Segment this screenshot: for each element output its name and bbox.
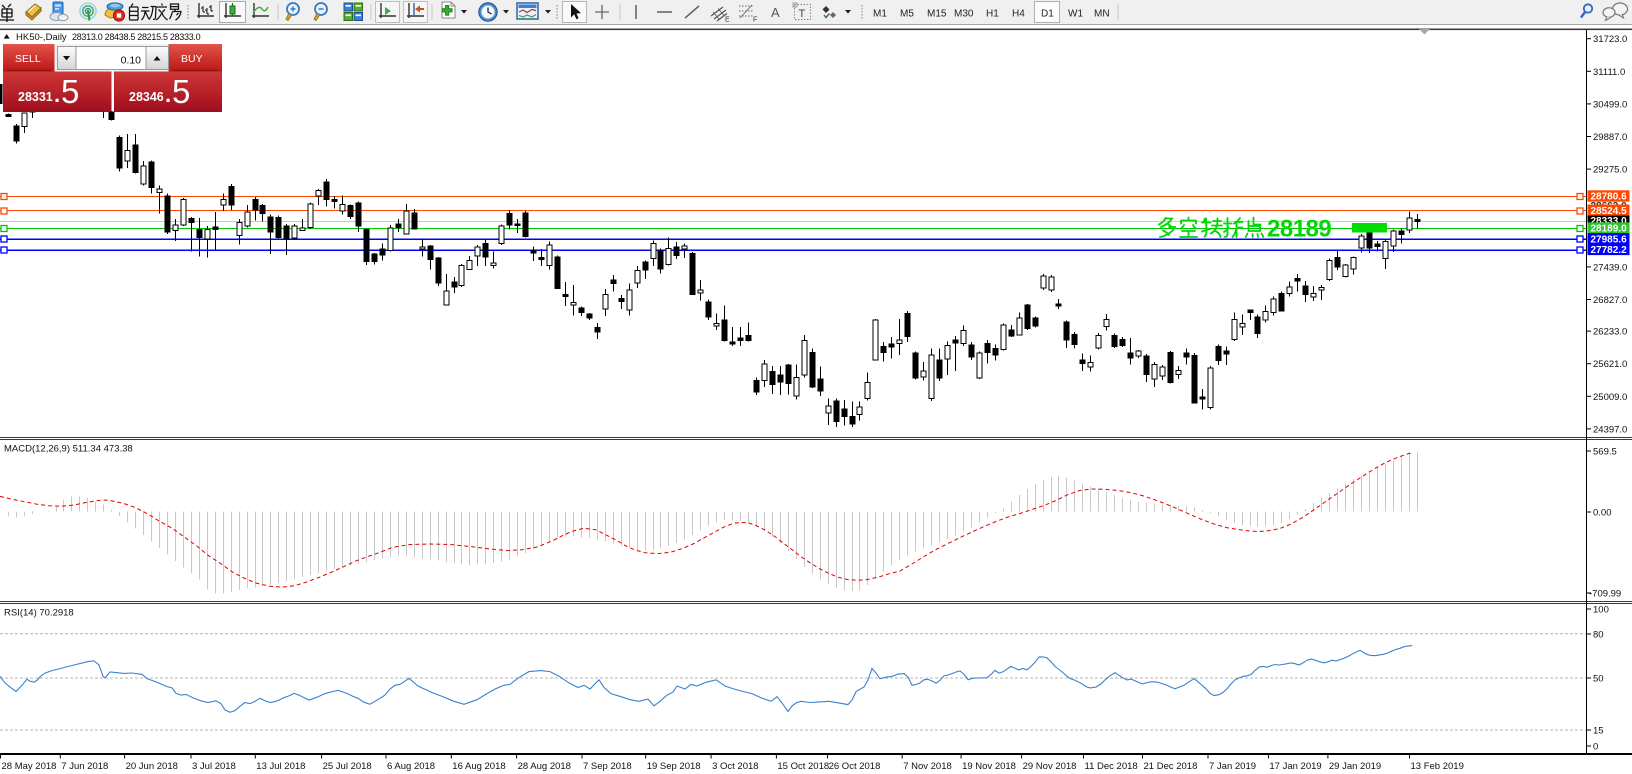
svg-text:29275.0: 29275.0 xyxy=(1593,165,1627,176)
svg-text:27439.0: 27439.0 xyxy=(1593,262,1627,273)
svg-text:13 Jul 2018: 13 Jul 2018 xyxy=(256,761,305,772)
svg-text:11 Dec 2018: 11 Dec 2018 xyxy=(1085,761,1138,772)
svg-text:28663.0: 28663.0 xyxy=(1591,201,1628,212)
svg-text:29 Jan 2019: 29 Jan 2019 xyxy=(1329,761,1381,772)
svg-text:6 Aug 2018: 6 Aug 2018 xyxy=(387,761,435,772)
svg-text:19 Sep 2018: 19 Sep 2018 xyxy=(647,761,701,772)
svg-text:569.5: 569.5 xyxy=(1593,447,1617,458)
svg-text:28313.0 28438.5 28215.5 28333.: 28313.0 28438.5 28215.5 28333.0 xyxy=(72,32,201,42)
svg-text:26827.0: 26827.0 xyxy=(1593,295,1627,306)
svg-text:31723.0: 31723.0 xyxy=(1593,34,1627,45)
svg-text:-709.99: -709.99 xyxy=(1589,589,1621,600)
svg-text:MACD(12,26,9) 511.34 473.38: MACD(12,26,9) 511.34 473.38 xyxy=(4,444,133,455)
svg-text:W1: W1 xyxy=(1068,9,1083,20)
svg-text:H4: H4 xyxy=(1012,9,1025,20)
svg-text:7 Jun 2018: 7 Jun 2018 xyxy=(61,761,108,772)
svg-text:100: 100 xyxy=(1593,605,1609,616)
svg-text:15 Oct 2018: 15 Oct 2018 xyxy=(777,761,829,772)
svg-text:28346: 28346 xyxy=(129,90,164,104)
svg-text:17 Jan 2019: 17 Jan 2019 xyxy=(1269,761,1321,772)
svg-text:3 Oct 2018: 3 Oct 2018 xyxy=(712,761,758,772)
svg-text:27782.2: 27782.2 xyxy=(1591,245,1628,256)
svg-text:0: 0 xyxy=(1593,742,1598,753)
svg-text:20 Jun 2018: 20 Jun 2018 xyxy=(126,761,178,772)
svg-text:E: E xyxy=(725,17,730,24)
svg-text:28 Aug 2018: 28 Aug 2018 xyxy=(518,761,571,772)
svg-text:M1: M1 xyxy=(873,9,887,20)
svg-text:13 Feb 2019: 13 Feb 2019 xyxy=(1411,761,1464,772)
svg-text:24397.0: 24397.0 xyxy=(1593,424,1627,435)
svg-text:28 May 2018: 28 May 2018 xyxy=(2,761,57,772)
svg-text:HK50-,Daily: HK50-,Daily xyxy=(16,32,67,43)
svg-text:0.00: 0.00 xyxy=(1593,508,1612,519)
svg-text:25 Jul 2018: 25 Jul 2018 xyxy=(323,761,372,772)
svg-text:80: 80 xyxy=(1593,630,1604,641)
svg-text:M30: M30 xyxy=(954,9,974,20)
svg-text:25621.0: 25621.0 xyxy=(1593,359,1627,370)
svg-text:27985.6: 27985.6 xyxy=(1591,234,1628,245)
svg-text:30499.0: 30499.0 xyxy=(1593,99,1627,110)
svg-text:29 Nov 2018: 29 Nov 2018 xyxy=(1023,761,1077,772)
svg-text:21 Dec 2018: 21 Dec 2018 xyxy=(1144,761,1198,772)
svg-text:.: . xyxy=(54,82,60,107)
svg-text:5: 5 xyxy=(61,73,79,110)
svg-text:7 Sep 2018: 7 Sep 2018 xyxy=(583,761,632,772)
svg-text:25009.0: 25009.0 xyxy=(1593,392,1627,403)
svg-text:28189.0: 28189.0 xyxy=(1591,224,1628,235)
svg-text:SELL: SELL xyxy=(15,53,41,65)
svg-text:31111.0: 31111.0 xyxy=(1593,67,1625,78)
svg-text:29887.0: 29887.0 xyxy=(1593,132,1627,143)
svg-text:0.10: 0.10 xyxy=(121,55,142,67)
svg-text:28333.0: 28333.0 xyxy=(1591,216,1628,227)
svg-text:26233.0: 26233.0 xyxy=(1593,327,1627,338)
svg-text:28331: 28331 xyxy=(18,90,53,104)
svg-text:28524.5: 28524.5 xyxy=(1591,206,1628,217)
svg-text:28189: 28189 xyxy=(1267,216,1331,243)
svg-text:15: 15 xyxy=(1593,726,1604,737)
svg-text:3 Jul 2018: 3 Jul 2018 xyxy=(192,761,236,772)
svg-text:H1: H1 xyxy=(986,9,999,20)
svg-text:26 Oct 2018: 26 Oct 2018 xyxy=(829,761,881,772)
svg-text:D1: D1 xyxy=(1041,9,1054,20)
svg-text:28780.6: 28780.6 xyxy=(1591,192,1628,203)
svg-text:M5: M5 xyxy=(900,9,914,20)
svg-text:MN: MN xyxy=(1094,9,1110,20)
svg-text:RSI(14) 70.2918: RSI(14) 70.2918 xyxy=(4,608,74,619)
svg-text:M15: M15 xyxy=(927,9,947,20)
svg-text:50: 50 xyxy=(1593,674,1604,685)
svg-text:.: . xyxy=(165,82,171,107)
svg-text:7 Jan 2019: 7 Jan 2019 xyxy=(1209,761,1256,772)
svg-text:A: A xyxy=(771,5,780,20)
svg-text:7 Nov 2018: 7 Nov 2018 xyxy=(903,761,952,772)
svg-text:16 Aug 2018: 16 Aug 2018 xyxy=(452,761,505,772)
svg-text:BUY: BUY xyxy=(181,53,203,65)
svg-text:F: F xyxy=(753,17,757,24)
svg-text:5: 5 xyxy=(172,73,190,110)
svg-text:T: T xyxy=(799,8,806,20)
svg-text:19 Nov 2018: 19 Nov 2018 xyxy=(962,761,1016,772)
